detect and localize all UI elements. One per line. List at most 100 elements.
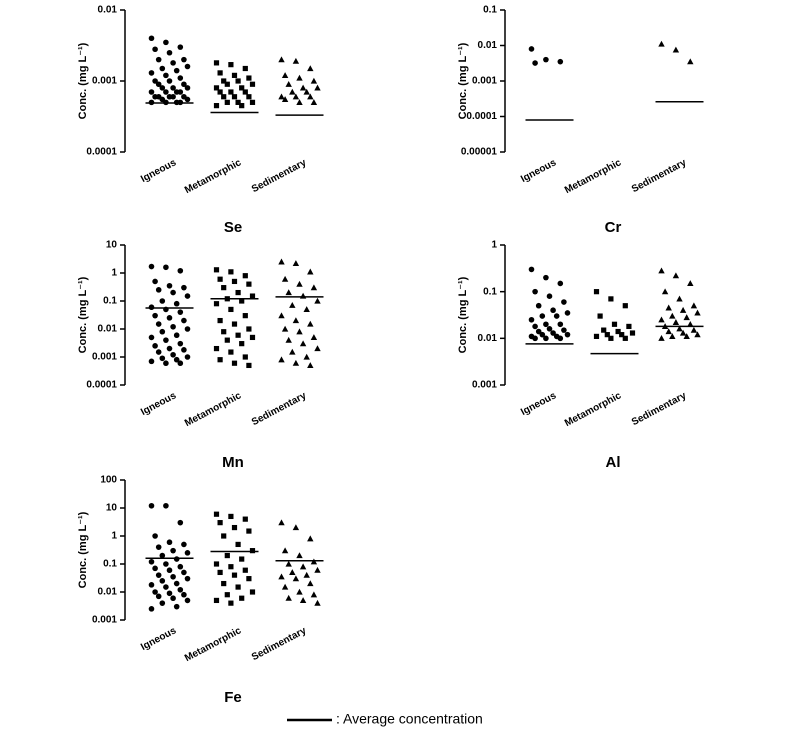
point: [242, 354, 248, 360]
point: [246, 362, 252, 369]
point: [296, 588, 303, 595]
point: [177, 44, 184, 50]
point: [546, 293, 553, 299]
point: [314, 566, 321, 573]
panel-title: Fe: [224, 689, 242, 706]
point: [235, 332, 241, 338]
point: [242, 516, 248, 522]
point: [184, 293, 191, 299]
point: [166, 590, 173, 597]
point: [285, 80, 292, 87]
point: [292, 93, 300, 100]
point: [228, 349, 234, 355]
point: [235, 541, 241, 548]
point: [184, 550, 191, 556]
point: [314, 84, 321, 91]
y-tick-label: 0.001: [472, 76, 497, 87]
point: [228, 89, 234, 95]
legend-label: : Average concentration: [336, 711, 483, 727]
point: [278, 258, 285, 265]
y-tick-label: 0.001: [92, 352, 117, 363]
point: [163, 39, 169, 46]
point: [289, 348, 296, 355]
point: [690, 326, 698, 333]
point: [278, 573, 285, 580]
point: [658, 335, 665, 341]
point: [163, 360, 169, 367]
point: [239, 103, 245, 109]
point: [310, 284, 318, 291]
y-tick-label: 1: [491, 240, 497, 251]
point: [163, 584, 169, 590]
point: [173, 580, 180, 587]
point: [163, 89, 169, 95]
point: [231, 72, 238, 78]
point: [611, 321, 618, 327]
point: [307, 268, 314, 275]
point: [543, 274, 549, 281]
point: [278, 356, 285, 363]
point: [564, 331, 571, 338]
point: [148, 263, 155, 270]
point: [281, 325, 289, 332]
point: [278, 56, 285, 63]
point: [170, 289, 176, 296]
point: [239, 298, 245, 304]
point: [690, 302, 698, 309]
point: [687, 280, 694, 287]
point: [173, 332, 180, 339]
point: [155, 56, 162, 63]
x-tick-label: Igneous: [139, 625, 178, 653]
y-tick-label: 0.001: [472, 380, 497, 391]
point: [221, 533, 227, 539]
point: [184, 597, 191, 604]
point: [177, 309, 184, 315]
point: [299, 563, 307, 570]
point: [213, 511, 220, 517]
point: [166, 567, 173, 574]
x-tick-label: Metamorphic: [183, 157, 243, 196]
point: [228, 62, 234, 68]
point: [148, 35, 155, 42]
x-tick-label: Metamorphic: [183, 390, 243, 429]
point: [289, 569, 296, 576]
point: [543, 321, 549, 328]
point: [669, 312, 676, 319]
point: [299, 292, 307, 299]
point: [163, 502, 169, 509]
point: [231, 524, 238, 531]
point: [239, 341, 245, 347]
point: [299, 597, 307, 604]
point: [672, 319, 680, 325]
x-tick-label: Igneous: [139, 157, 178, 185]
x-tick-label: Sedimentary: [250, 390, 309, 428]
point: [694, 331, 701, 338]
point: [528, 316, 535, 323]
point: [296, 74, 303, 81]
point: [217, 520, 223, 526]
y-tick-label: 0.01: [98, 587, 118, 598]
point: [539, 331, 546, 338]
y-tick-label: 0.1: [103, 296, 117, 307]
point: [148, 304, 155, 311]
y-tick-label: 0.01: [478, 40, 498, 51]
point: [155, 287, 162, 293]
point: [314, 297, 321, 304]
point: [626, 323, 632, 330]
point: [166, 539, 173, 546]
y-tick-label: 0.01: [98, 324, 118, 335]
point: [310, 99, 318, 105]
point: [281, 72, 289, 78]
point: [278, 519, 285, 526]
y-tick-label: 0.1: [483, 286, 497, 297]
point: [155, 593, 162, 600]
point: [292, 260, 300, 267]
point: [184, 326, 191, 332]
point: [213, 103, 220, 109]
point: [170, 351, 176, 358]
point: [235, 99, 241, 105]
point: [152, 278, 158, 285]
point: [224, 81, 230, 87]
point: [181, 56, 187, 63]
point: [163, 264, 169, 271]
